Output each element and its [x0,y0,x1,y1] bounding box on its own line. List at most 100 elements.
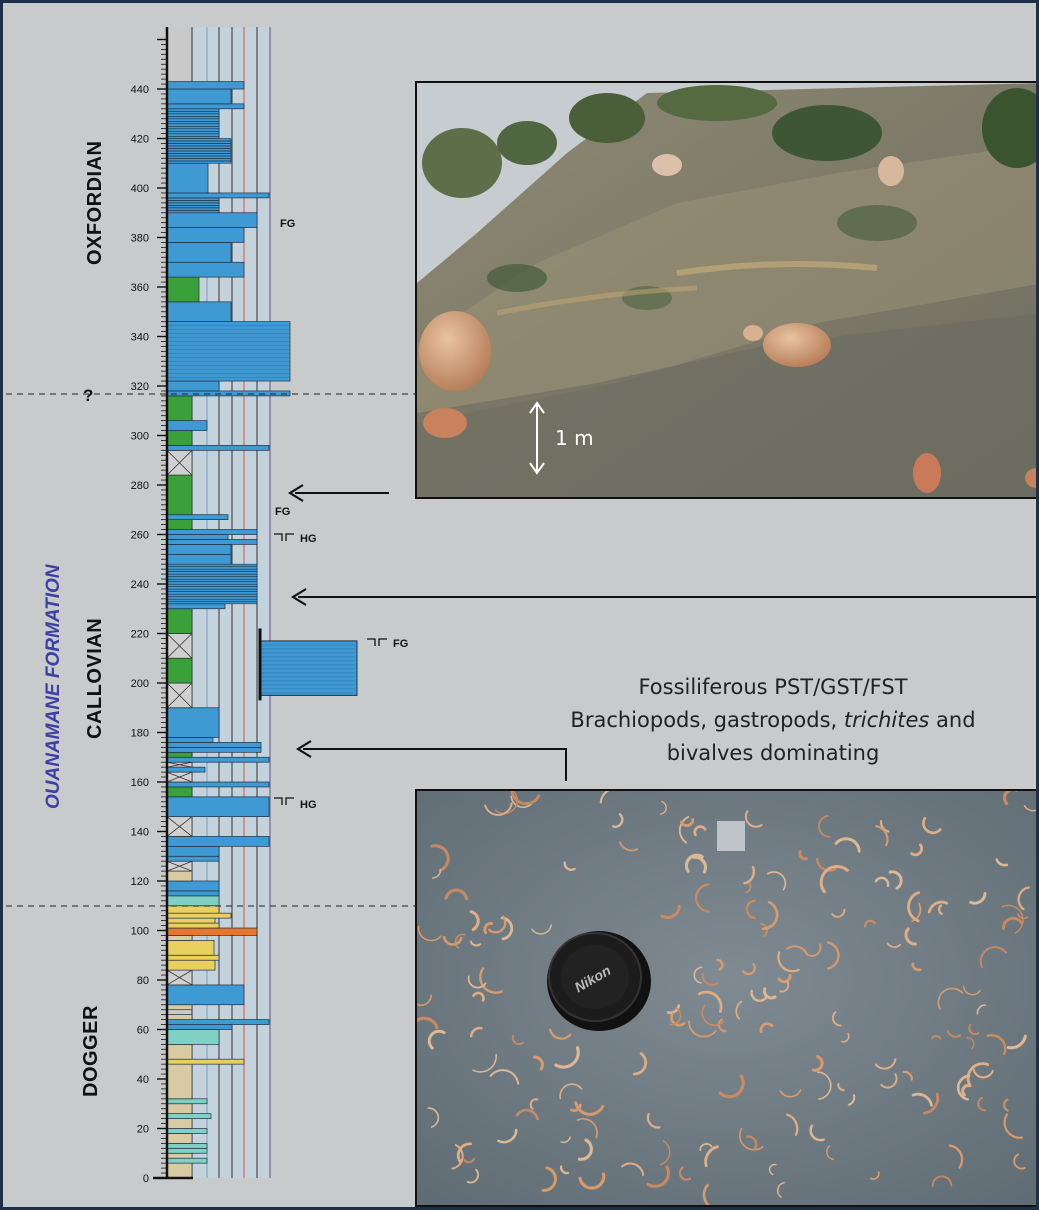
shell-fragment [874,876,890,887]
depth-tick-label: 0 [143,1173,149,1185]
shell-fragment [779,980,790,993]
depth-tick-label: 20 [137,1124,149,1136]
depth-tick-label: 200 [131,678,149,690]
shell-fragment [746,1135,758,1150]
shell-fragment [432,869,442,879]
shell-fragment [779,1089,802,1098]
shell-fragment [735,1000,743,1020]
lithology-bed [166,1133,193,1144]
shell-fragment [541,1166,557,1192]
depth-tick-label: 140 [131,827,149,839]
shell-fragment [559,1165,570,1175]
shell-fragment [816,1071,832,1100]
depth-tick-label: 420 [131,134,149,146]
shell-fragment [632,1052,648,1076]
lithology-bed [166,390,291,397]
lithology-bed [166,261,245,278]
lithology-bed [166,539,258,545]
shell-fragment [684,853,704,873]
lithology-bed [166,1014,193,1020]
shell-fragment [803,943,822,957]
shell-fragment [563,861,576,871]
lithology-bed [166,1162,193,1179]
lithology-bed [166,420,208,431]
shell-fragment [533,1055,544,1071]
shell-fragment [1003,1113,1023,1139]
shell-fragment [750,989,768,1002]
light-patch [717,821,745,851]
lithology-bed [166,707,220,738]
lithology-bed [166,855,220,862]
marker-fg-215: FG [393,638,408,650]
shell-fragment [968,1023,980,1035]
arrow-mid-level [290,588,1036,606]
hardground-symbol-150 [274,797,294,805]
lithology-bed [166,474,193,516]
shell-fragment [469,910,480,932]
lithology-bed [166,276,200,303]
shell-fragment [869,1171,880,1180]
shell-fragment [931,1175,953,1187]
shell-fragment [693,825,707,837]
lithology-bed [166,88,232,105]
shell-fragment [1023,805,1036,812]
shell-fragment [880,1073,898,1089]
depth-tick-label: 300 [131,431,149,443]
shell-fragment [1001,916,1023,930]
shell-fragment [670,1012,686,1027]
fossil-bed-illustration: Nikon [417,791,1036,1205]
shell-fragment [841,1032,850,1043]
shell-fragment [931,1035,942,1040]
hardground-symbol-260 [274,533,294,541]
shell-fragment [511,1034,524,1046]
shell-fragment [826,941,840,970]
lithology-bed [166,781,270,788]
caption-line-2-start: Brachiopods, gastropods, [570,708,844,732]
lithology-bed [166,445,270,451]
shell-fragment [815,858,837,872]
shell-fragment [962,985,981,996]
lithology-bed [166,519,193,530]
depth-tick-label: 440 [131,84,149,96]
lithology-bed [166,608,193,634]
outcrop-photo: 1 m [415,81,1036,499]
shell-fragment [621,1162,645,1177]
marker-hg-260: HG [300,533,317,545]
shell-fragment [904,927,917,946]
lithology-bed [166,1118,193,1129]
shell-fragment [693,966,703,984]
depth-tick-label: 320 [131,381,149,393]
shell-fragment [451,1144,464,1170]
shell-fragment [466,1168,480,1184]
lithology-bed [166,845,220,857]
caption-line-1: Fossiliferous PST/GST/FST [638,675,908,699]
shell-fragment [483,922,494,935]
shell-fragment [969,892,987,905]
shell-fragment [966,1036,975,1050]
lithology-bed [166,192,270,199]
stratigraphic-column: 0 20 40 60 80 100 120 140 160 180 200 220 240 260 280 3… [6,27,1036,1185]
shell-fragment [798,849,808,861]
lithology-bed [166,895,220,907]
fossil-bed-photo: Nikon [415,789,1036,1207]
lithology-bed [166,880,220,892]
shell-fragment [716,958,724,971]
shell-fragment [487,915,507,934]
shell-fragment [417,1016,439,1030]
lithology-bed [166,935,193,941]
shell-fragment [417,925,442,942]
depth-tick-label: 340 [131,332,149,344]
shell-fragment [479,967,503,994]
shell-fragment [743,865,756,885]
shell-fragment [484,802,513,816]
lithology-bed [166,737,214,743]
shell-fragment [660,904,681,920]
shell-fragment [697,990,723,1013]
formation-label: OUANAMANE FORMATION [43,563,64,809]
shell-fragment [761,900,779,931]
lithology-bed [166,1004,193,1011]
lithology-bed [166,905,220,914]
lithology-bed [166,796,270,817]
shell-fragment [986,1033,1007,1055]
shell-fragment [759,1022,774,1033]
